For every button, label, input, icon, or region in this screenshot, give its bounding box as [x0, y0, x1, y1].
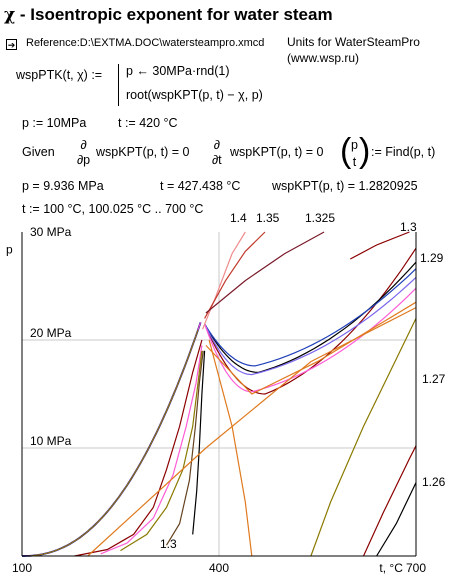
- program-line-2: root(wspKPT(p, t) − χ, p): [126, 88, 263, 102]
- curve-1-35: [204, 231, 266, 319]
- reference-link[interactable]: Reference:D:\EXTMA.DOC\watersteampro.xmc…: [26, 37, 265, 49]
- program-line-1: p ← 30MPa·rnd(1): [126, 64, 230, 78]
- vector-p: p: [351, 138, 358, 152]
- curve-1-3-top: [350, 231, 410, 260]
- curve-1-4: [202, 231, 246, 330]
- curve-label: 1.35: [256, 211, 280, 225]
- p-assignment: p := 10MPa: [22, 116, 87, 130]
- orange-steep: [208, 339, 253, 557]
- curve-1-3: [204, 247, 417, 395]
- x-tick-label: 100: [12, 561, 32, 575]
- branch-black: [192, 350, 206, 535]
- chart-frame: [21, 232, 417, 557]
- units-line-2: (www.wsp.ru): [287, 51, 360, 65]
- x-tick-label: 700: [406, 561, 426, 575]
- constraint-2: wspKPT(p, t) = 0: [230, 145, 324, 159]
- curve-1-27: [205, 301, 417, 395]
- partial-symbol: ∂: [213, 138, 220, 152]
- curve-red-low: [362, 445, 417, 557]
- units-note: Units for WaterSteamPro (www.wsp.ru): [287, 34, 420, 66]
- curve-label: 1.26: [422, 475, 446, 489]
- curve-label: 1.3: [160, 537, 177, 551]
- range-definition: t := 100 °C, 100.025 °C .. 700 °C: [22, 202, 204, 216]
- chart-grid: [22, 232, 416, 556]
- orange-diagonal: [87, 307, 417, 557]
- vector-t: t: [352, 155, 357, 169]
- program-bracket: [118, 64, 125, 106]
- partial-p-operator: ∂ ∂p: [77, 138, 90, 168]
- dt-symbol: ∂t: [212, 153, 222, 167]
- curve-black-low: [376, 482, 417, 557]
- function-definition: wspPTK(t, χ) :=: [16, 68, 103, 82]
- result-t: t = 427.438 °C: [160, 179, 241, 193]
- curve-base-olive: [22, 329, 199, 557]
- curve-label: 1.27: [422, 372, 446, 386]
- arrow-right-icon[interactable]: ➔: [6, 39, 17, 50]
- curve-1-29: [204, 268, 417, 367]
- curve-1-26-mid: [310, 318, 417, 557]
- branch-dark-1: [74, 339, 203, 557]
- result-k: wspKPT(p, t) = 1.2820925: [272, 179, 418, 193]
- find-call: := Find(p, t): [371, 145, 436, 159]
- partial-t-operator: ∂ ∂t: [212, 138, 222, 168]
- y-tick-label: 30 MPa: [30, 225, 72, 239]
- curve-label: 1.325: [305, 211, 335, 225]
- branch-brown: [165, 350, 204, 546]
- dp-symbol: ∂p: [77, 153, 91, 167]
- y-axis-label: p: [6, 243, 13, 257]
- curve-1-28: [204, 287, 417, 393]
- page-title: χ - Isoentropic exponent for water steam: [4, 5, 333, 25]
- unknowns-vector: p t: [351, 137, 358, 171]
- partial-symbol: ∂: [80, 138, 87, 152]
- curve-label: 1.3: [400, 220, 417, 234]
- given-keyword: Given: [22, 145, 55, 159]
- curve-label: 1.4: [230, 211, 247, 225]
- t-assignment: t := 420 °C: [118, 116, 178, 130]
- branch-pink: [100, 345, 203, 555]
- y-tick-label: 20 MPa: [30, 326, 72, 340]
- result-p: p = 9.936 MPa: [22, 179, 104, 193]
- branch-olive: [120, 350, 203, 552]
- vector-left-paren: (: [340, 132, 352, 170]
- units-line-1: Units for WaterSteamPro: [287, 35, 420, 49]
- x-axis-label: t, °C: [379, 561, 403, 575]
- curve-label: 1.29: [420, 251, 444, 265]
- chart-curves: [22, 231, 417, 557]
- y-tick-label: 10 MPa: [30, 434, 72, 448]
- vector-right-paren: ): [359, 132, 371, 170]
- x-tick-label: 400: [209, 561, 229, 575]
- constraint-1: wspKPT(p, t) = 0: [96, 145, 190, 159]
- curve-1-285: [204, 276, 417, 376]
- curve-1-325: [205, 231, 325, 314]
